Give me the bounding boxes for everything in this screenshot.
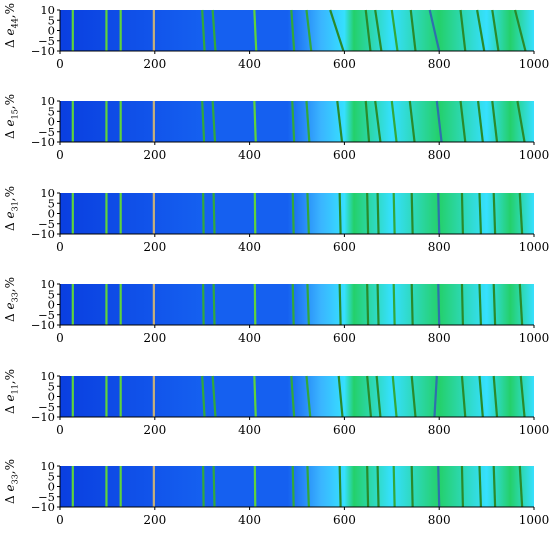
- x-tick-label: 400: [238, 57, 261, 71]
- x-tick-label: 1000: [519, 513, 550, 527]
- resonance-line: [293, 284, 294, 325]
- x-tick-label: 1000: [519, 423, 550, 437]
- x-tick-label: 600: [333, 148, 356, 162]
- resonance-line: [293, 193, 294, 234]
- y-tick-label: −10: [31, 500, 55, 514]
- resonance-line: [479, 466, 480, 507]
- resonance-line: [378, 284, 379, 325]
- x-tick-label: 1000: [519, 57, 550, 71]
- x-tick-label: 200: [143, 423, 166, 437]
- resonance-line: [394, 284, 395, 325]
- y-tick-label: −10: [31, 318, 55, 332]
- x-tick-label: 400: [238, 148, 261, 162]
- x-tick-label: 600: [333, 240, 356, 254]
- resonance-line: [412, 193, 413, 234]
- resonance-line: [254, 101, 255, 142]
- x-tick-label: 600: [333, 513, 356, 527]
- resonance-line: [214, 284, 215, 325]
- resonance-line: [494, 466, 495, 507]
- x-tick-label: 1000: [519, 331, 550, 345]
- x-tick-label: 0: [56, 423, 64, 437]
- resonance-line: [438, 193, 439, 234]
- x-tick-label: 800: [428, 513, 451, 527]
- x-tick-label: 800: [428, 57, 451, 71]
- x-tick-label: 1000: [519, 148, 550, 162]
- resonance-line: [367, 466, 368, 507]
- resonance-line: [367, 284, 368, 325]
- x-tick-label: 400: [238, 423, 261, 437]
- x-tick-label: 600: [333, 423, 356, 437]
- resonance-line: [378, 466, 379, 507]
- resonance-line: [462, 466, 463, 507]
- resonance-line: [479, 193, 480, 234]
- x-tick-label: 200: [143, 240, 166, 254]
- resonance-line: [214, 193, 215, 234]
- resonance-line: [307, 284, 308, 325]
- y-tick-label: −10: [31, 135, 55, 149]
- resonance-line: [438, 284, 439, 325]
- resonance-line: [412, 284, 413, 325]
- resonance-line: [254, 376, 255, 417]
- resonance-line: [214, 466, 215, 507]
- resonance-line: [307, 193, 308, 234]
- x-tick-label: 800: [428, 240, 451, 254]
- x-tick-label: 0: [56, 513, 64, 527]
- resonance-line: [494, 193, 495, 234]
- x-tick-label: 600: [333, 57, 356, 71]
- x-tick-label: 200: [143, 513, 166, 527]
- x-tick-label: 600: [333, 331, 356, 345]
- resonance-line: [367, 193, 368, 234]
- resonance-line: [293, 466, 294, 507]
- resonance-line: [394, 466, 395, 507]
- x-tick-label: 0: [56, 57, 64, 71]
- resonance-line: [340, 193, 341, 234]
- resonance-line: [494, 284, 495, 325]
- x-tick-label: 0: [56, 240, 64, 254]
- y-tick-label: −10: [31, 227, 55, 241]
- x-tick-label: 1000: [519, 240, 550, 254]
- resonance-line: [462, 284, 463, 325]
- x-tick-label: 200: [143, 57, 166, 71]
- x-tick-label: 800: [428, 148, 451, 162]
- x-tick-label: 400: [238, 331, 261, 345]
- x-tick-label: 0: [56, 148, 64, 162]
- x-tick-label: 800: [428, 331, 451, 345]
- resonance-line: [394, 193, 395, 234]
- x-tick-label: 800: [428, 423, 451, 437]
- x-tick-label: 400: [238, 513, 261, 527]
- resonance-line: [412, 466, 413, 507]
- x-tick-label: 200: [143, 331, 166, 345]
- resonance-line: [340, 284, 341, 325]
- y-tick-label: −10: [31, 410, 55, 424]
- resonance-line: [307, 466, 308, 507]
- x-tick-label: 0: [56, 331, 64, 345]
- x-tick-label: 400: [238, 240, 261, 254]
- resonance-line: [378, 193, 379, 234]
- resonance-line: [462, 193, 463, 234]
- resonance-line: [340, 466, 341, 507]
- resonance-line: [479, 284, 480, 325]
- x-tick-label: 200: [143, 148, 166, 162]
- y-tick-label: −10: [31, 44, 55, 58]
- resonance-line: [438, 466, 439, 507]
